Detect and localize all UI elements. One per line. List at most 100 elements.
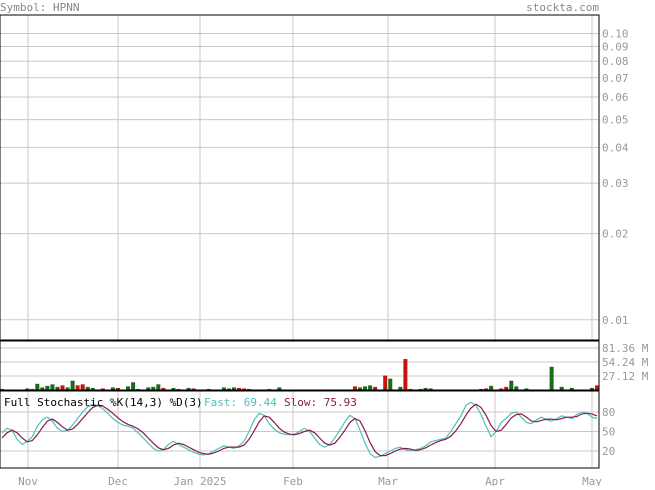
volume-bar	[514, 386, 519, 390]
volume-bar	[383, 375, 388, 390]
volume-bar	[115, 387, 120, 390]
volume-bar	[80, 384, 85, 390]
price-tick-label: 0.08	[602, 55, 629, 68]
volume-bar	[0, 388, 4, 390]
price-tick-label: 0.06	[602, 91, 629, 104]
x-axis-labels: Nov Dec Jan 2025 Feb Mar Apr May	[18, 475, 602, 488]
volume-bar	[25, 388, 30, 390]
volume-bar	[35, 383, 40, 390]
volume-bar	[267, 388, 272, 390]
volume-bar	[388, 378, 393, 390]
volume-bar	[484, 388, 489, 390]
volume-bar	[75, 385, 80, 390]
price-tick-label: 0.10	[602, 27, 629, 40]
slow-line	[1, 403, 598, 457]
volume-bar	[226, 388, 231, 390]
volume-bar	[131, 382, 136, 390]
x-axis-label: Jan 2025	[174, 475, 227, 486]
volume-bar	[428, 388, 433, 390]
fast-line	[1, 401, 598, 459]
stochastic-title: Full Stochastic %K(14,3) %D(3)	[4, 396, 203, 409]
volume-bar	[90, 387, 95, 390]
volume-bar	[231, 387, 236, 390]
volume-bar	[236, 387, 241, 390]
volume-bar	[45, 385, 50, 390]
symbol-label: Symbol: HPNN	[0, 1, 79, 14]
volume-bar	[398, 386, 403, 390]
volume-bar	[358, 387, 363, 390]
volume-bar	[176, 388, 181, 390]
volume-axis-ticks: 81.36 M54.24 M27.12 M	[602, 342, 649, 383]
x-axis-label: Dec	[108, 475, 128, 486]
volume-bar	[423, 387, 428, 390]
price-tick-label: 0.03	[602, 177, 629, 190]
volume-bar	[277, 387, 282, 390]
price-gridlines	[0, 15, 599, 340]
price-tick-label: 0.01	[602, 314, 629, 327]
volume-bar	[40, 387, 45, 390]
volume-bar	[403, 359, 408, 390]
volume-bar	[186, 387, 191, 390]
stochastic-lines	[1, 401, 598, 459]
x-axis-label: May	[582, 475, 602, 486]
x-axis-label: Apr	[485, 475, 505, 486]
volume-bar	[524, 388, 529, 390]
volume-gridlines	[0, 347, 599, 377]
price-panel-frame	[0, 14, 600, 341]
price-axis-ticks: 0.100.090.08 0.07 0.06 0.05 0.04 0.03 0.02 0.01	[602, 27, 629, 326]
stochastic-fast-label: Fast: 69.44	[204, 396, 277, 409]
volume-bar	[408, 388, 413, 390]
volume-bar	[569, 387, 574, 390]
volume-bar	[352, 386, 357, 390]
x-axis-label: Feb	[283, 475, 303, 486]
stochastic-axis-ticks: 80 50 20	[602, 406, 615, 458]
volume-bar	[549, 366, 554, 390]
volume-bar	[509, 380, 514, 390]
price-tick-label: 0.02	[602, 228, 629, 241]
volume-bar	[242, 388, 247, 390]
volume-bar	[589, 387, 594, 390]
stochastic-tick-label: 50	[602, 426, 615, 439]
volume-bar	[368, 385, 373, 390]
volume-bar	[60, 385, 65, 390]
volume-tick-label: 27.12 M	[602, 370, 649, 383]
stochastic-slow-label: Slow: 75.93	[284, 396, 357, 409]
stochastic-tick-label: 80	[602, 406, 615, 419]
price-tick-label: 0.09	[602, 41, 629, 54]
volume-tick-label: 81.36 M	[602, 342, 649, 355]
x-axis-label: Mar	[378, 475, 398, 486]
site-label: stockta.com	[526, 1, 599, 14]
stochastic-panel-frame	[0, 390, 600, 469]
volume-bar	[171, 387, 176, 390]
price-tick-label: 0.04	[602, 141, 629, 154]
volume-bar	[151, 386, 156, 390]
volume-bar	[146, 387, 151, 390]
volume-bar	[418, 388, 423, 390]
volume-bar	[191, 388, 196, 390]
volume-bar	[247, 388, 252, 390]
volume-bar	[30, 388, 35, 390]
volume-bar	[479, 388, 484, 390]
volume-bar	[85, 386, 90, 390]
volume-bar	[363, 386, 368, 390]
volume-bar	[489, 385, 494, 390]
volume-bar	[156, 384, 161, 390]
volume-bar	[65, 387, 70, 390]
volume-panel-frame	[0, 340, 600, 391]
volume-bar	[136, 388, 141, 390]
price-tick-label: 0.07	[602, 72, 629, 85]
volume-bar	[55, 386, 60, 390]
volume-bar	[126, 386, 131, 390]
volume-bar	[50, 384, 55, 390]
price-tick-label: 0.05	[602, 114, 629, 127]
x-axis-label: Nov	[18, 475, 38, 486]
volume-bar	[499, 388, 504, 390]
volume-bar	[595, 385, 599, 390]
volume-bar	[206, 388, 211, 390]
volume-bar	[559, 386, 564, 390]
volume-bar	[373, 386, 378, 390]
volume-bar	[161, 387, 166, 390]
stochastic-tick-label: 20	[602, 445, 615, 458]
